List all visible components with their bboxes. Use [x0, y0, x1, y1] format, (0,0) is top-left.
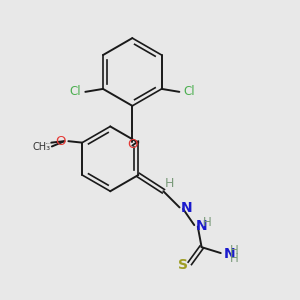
Text: N: N [224, 247, 235, 261]
Text: H: H [165, 177, 175, 190]
Text: H: H [202, 216, 211, 229]
Text: N: N [196, 219, 207, 233]
Text: H: H [230, 252, 239, 266]
Text: Cl: Cl [69, 85, 81, 98]
Text: N: N [181, 201, 193, 215]
Text: CH₃: CH₃ [33, 142, 51, 152]
Text: Cl: Cl [184, 85, 195, 98]
Text: O: O [127, 138, 138, 151]
Text: O: O [56, 135, 66, 148]
Text: H: H [230, 244, 239, 257]
Text: methoxy: methoxy [46, 142, 52, 144]
Text: S: S [178, 258, 188, 272]
